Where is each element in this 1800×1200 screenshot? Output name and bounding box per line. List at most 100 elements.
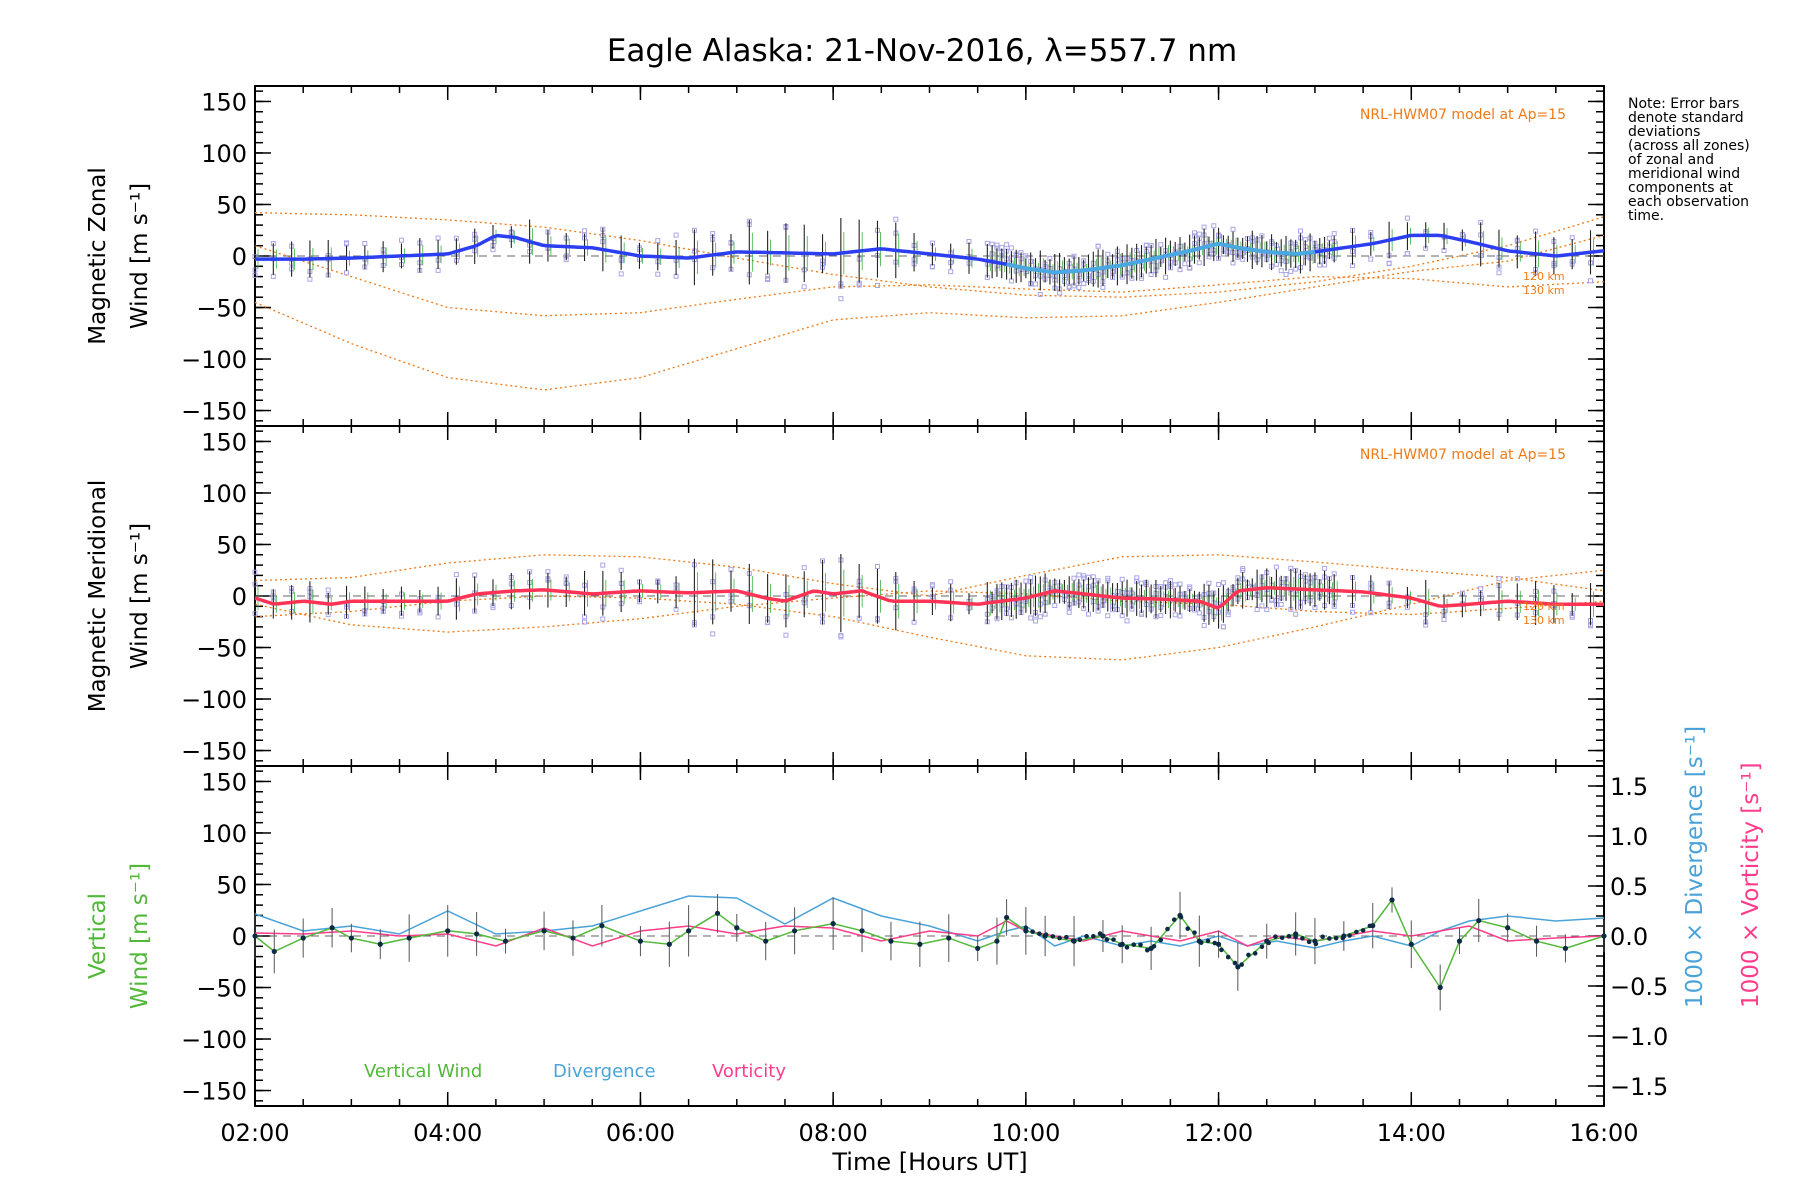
vertical-wind-point bbox=[1333, 935, 1339, 941]
sample-point bbox=[582, 228, 587, 234]
chart-title: Eagle Alaska: 21-Nov-2016, λ=557.7 nm bbox=[607, 33, 1237, 69]
sample-point bbox=[838, 634, 844, 640]
sample-point bbox=[1023, 578, 1029, 584]
note-line: of zonal and bbox=[1628, 152, 1714, 168]
y-tick-label: 150 bbox=[201, 428, 247, 456]
y-tick-label: 150 bbox=[201, 88, 247, 116]
right-tick-label: 0.0 bbox=[1610, 923, 1648, 951]
sample-point bbox=[1008, 278, 1014, 284]
sample-point bbox=[801, 565, 807, 571]
sample-point bbox=[1172, 612, 1178, 618]
vertical-wind-point bbox=[1023, 925, 1029, 931]
y-tick-label: 0 bbox=[232, 583, 247, 611]
sample-point bbox=[1496, 576, 1502, 582]
vertical-wind-point bbox=[946, 935, 952, 941]
plot-layer bbox=[252, 212, 1607, 1011]
sample-point bbox=[1192, 230, 1197, 236]
sample-point bbox=[1441, 617, 1447, 622]
sample-point bbox=[1278, 602, 1284, 607]
sample-point bbox=[344, 240, 349, 246]
sample-point bbox=[1196, 260, 1202, 266]
zonal-ylabel: Magnetic Zonal Wind [m s⁻¹] bbox=[85, 167, 153, 345]
vertical-wind-point bbox=[1124, 945, 1130, 950]
vertical-wind-line bbox=[254, 898, 1605, 990]
vertical-wind-point bbox=[1246, 952, 1251, 958]
sample-point bbox=[1124, 618, 1130, 624]
x-tick-label: 14:00 bbox=[1377, 1119, 1446, 1147]
sample-point bbox=[582, 619, 587, 625]
sample-point bbox=[1404, 251, 1410, 256]
vertical-wind-point bbox=[474, 931, 480, 937]
tick-labels: 150100500−50−100−150150100500−50−100−150… bbox=[181, 88, 1668, 1147]
sample-point bbox=[1177, 581, 1183, 587]
x-tick-label: 12:00 bbox=[1184, 1119, 1253, 1147]
divergence-axis-label: 1000 × Divergence [s⁻¹] bbox=[1682, 726, 1708, 1008]
sample-point bbox=[1288, 268, 1294, 274]
sample-point bbox=[838, 296, 844, 302]
right-tick-label: −0.5 bbox=[1610, 973, 1668, 1001]
vertical-wind-point bbox=[1437, 984, 1443, 991]
vertical-wind-point bbox=[1111, 937, 1116, 942]
vertical-wind-point bbox=[1320, 934, 1325, 940]
vertical-wind-point bbox=[994, 938, 1000, 944]
sample-point bbox=[838, 633, 844, 638]
sample-point bbox=[1404, 215, 1410, 221]
meridional-alt-label-120: 120 km bbox=[1523, 600, 1565, 613]
sample-point bbox=[362, 241, 368, 246]
zonal-wind-dense-line bbox=[1006, 241, 1316, 275]
sample-point bbox=[1259, 603, 1265, 609]
vertical-wind-point bbox=[1215, 941, 1222, 947]
vertical-wind-point bbox=[1239, 962, 1244, 967]
y-tick-label: −150 bbox=[181, 1078, 247, 1106]
sample-point bbox=[710, 631, 716, 637]
right-tick-label: −1.0 bbox=[1610, 1023, 1668, 1051]
axis-ticks bbox=[254, 86, 1605, 1106]
sample-point bbox=[1076, 285, 1082, 290]
x-tick-label: 02:00 bbox=[220, 1119, 289, 1147]
vertical-wind-point bbox=[1064, 934, 1069, 940]
note-line: deviations bbox=[1628, 124, 1700, 140]
sample-point bbox=[1008, 245, 1014, 251]
sample-point bbox=[1569, 235, 1575, 241]
sample-point bbox=[801, 284, 807, 290]
sample-point bbox=[1278, 268, 1284, 274]
sample-point bbox=[948, 579, 954, 585]
vertical-wind-point bbox=[1198, 940, 1204, 945]
sample-point bbox=[1037, 292, 1043, 297]
y-tick-label: 100 bbox=[201, 820, 247, 848]
right-tick-label: −1.5 bbox=[1610, 1073, 1668, 1101]
vertical-wind-point bbox=[1367, 923, 1373, 929]
vertical-wind-point bbox=[917, 941, 923, 947]
sample-point bbox=[1588, 278, 1593, 284]
sample-point bbox=[1220, 624, 1226, 630]
y-tick-label: −50 bbox=[196, 295, 247, 323]
sample-point bbox=[1283, 272, 1289, 277]
sample-point bbox=[1139, 611, 1144, 617]
sample-point bbox=[307, 276, 313, 282]
vertical-wind-point bbox=[541, 928, 547, 934]
sample-point bbox=[929, 582, 935, 588]
sample-point bbox=[1298, 228, 1303, 234]
y-tick-label: 0 bbox=[232, 923, 247, 951]
sample-point bbox=[1201, 623, 1207, 628]
sample-point bbox=[1004, 242, 1010, 248]
y-tick-label: 50 bbox=[216, 191, 247, 219]
vertical-wind-point bbox=[1232, 960, 1238, 966]
vertical-ylabel-line1: Vertical bbox=[85, 893, 111, 979]
sample-point bbox=[1220, 580, 1226, 586]
y-tick-label: 100 bbox=[201, 480, 247, 508]
sample-point bbox=[1201, 224, 1207, 230]
y-tick-label: 50 bbox=[216, 531, 247, 559]
sample-point bbox=[252, 569, 258, 575]
note-line: each observation bbox=[1628, 194, 1749, 210]
vertical-wind-point bbox=[1533, 938, 1540, 944]
sample-point bbox=[1368, 610, 1374, 616]
vertical-wind-point bbox=[570, 935, 576, 941]
vertical-wind-point bbox=[252, 933, 258, 939]
vertical-wind-point bbox=[1279, 935, 1285, 941]
vertical-wind-point bbox=[975, 945, 981, 951]
note-line: denote standard bbox=[1628, 110, 1744, 126]
vertical-wind-point bbox=[300, 935, 306, 941]
vertical-wind-point bbox=[599, 923, 605, 929]
vertical-wind-point bbox=[1084, 933, 1089, 939]
